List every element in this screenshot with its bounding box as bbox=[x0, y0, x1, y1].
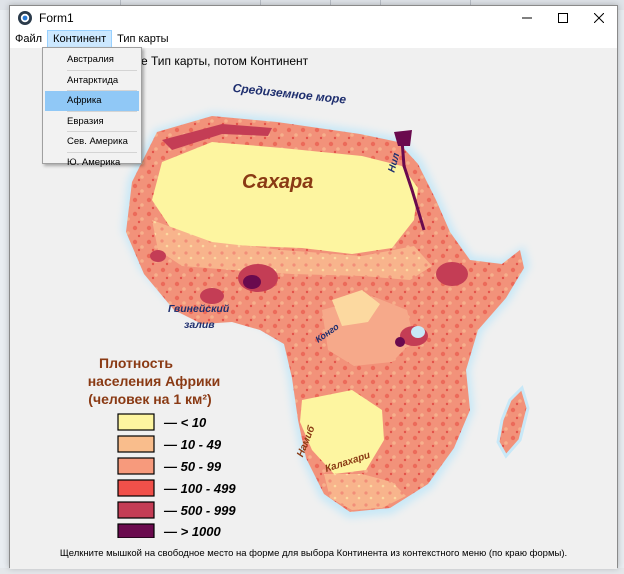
dropdown-separator bbox=[67, 151, 137, 153]
close-button[interactable] bbox=[581, 6, 617, 30]
senegal-hotspot bbox=[150, 250, 166, 262]
dropdown-separator bbox=[67, 90, 137, 91]
desktop-bottom-edge bbox=[0, 568, 624, 574]
menu-bar: Файл Континент Тип карты bbox=[10, 30, 617, 48]
window-title: Form1 bbox=[39, 11, 74, 25]
legend-label-5: — 500 - 999 bbox=[163, 503, 236, 518]
label-sahara: Сахара bbox=[242, 171, 313, 193]
ethiopia-hotspot bbox=[436, 262, 468, 286]
label-nile: Нил bbox=[387, 151, 403, 173]
nigeria-core bbox=[243, 275, 261, 289]
sahara-region bbox=[152, 142, 418, 254]
label-guinea-1: Гвинейский bbox=[168, 303, 230, 315]
title-bar[interactable]: Form1 bbox=[10, 6, 617, 30]
dropdown-item-antarctica[interactable]: Антарктида bbox=[67, 74, 119, 86]
form-client-area[interactable]: е Тип карты, потом Континент bbox=[10, 48, 617, 569]
desktop-left-edge bbox=[0, 10, 9, 574]
legend-label-4: — 100 - 499 bbox=[163, 481, 236, 496]
menu-file[interactable]: Файл bbox=[15, 33, 43, 45]
rwanda-core bbox=[395, 337, 405, 347]
namib-kalahari-region bbox=[300, 390, 384, 474]
instruction-text-top: е Тип карты, потом Континент bbox=[141, 54, 309, 68]
nile-valley bbox=[400, 139, 426, 231]
legend-swatch-2 bbox=[117, 435, 155, 453]
minimize-icon bbox=[522, 17, 532, 19]
close-icon bbox=[594, 13, 604, 23]
legend-label-1: — < 10 bbox=[163, 415, 207, 430]
lake-victoria bbox=[411, 326, 425, 338]
legend-label-2: — 10 - 49 bbox=[163, 437, 222, 452]
dropdown-separator bbox=[67, 131, 137, 132]
menu-continent[interactable]: Континент bbox=[47, 30, 113, 48]
dropdown-item-africa[interactable]: Африка bbox=[45, 91, 139, 111]
continent-dropdown-menu: Австралия Антарктида Африка Евразия Сев.… bbox=[42, 47, 142, 168]
legend-label-6: — > 1000 bbox=[163, 524, 222, 538]
legend-swatch-4 bbox=[117, 479, 155, 497]
dropdown-item-australia[interactable]: Австралия bbox=[67, 54, 114, 65]
menu-map-type[interactable]: Тип карты bbox=[117, 33, 169, 45]
legend-label-3: — 50 - 99 bbox=[163, 459, 222, 474]
congo-basin bbox=[332, 290, 380, 326]
africa-population-map: Средиземное море Нил Сахара Гвинейский з… bbox=[88, 81, 530, 538]
nile-delta bbox=[394, 130, 412, 146]
legend-swatch-5 bbox=[117, 501, 155, 519]
legend-swatch-3 bbox=[117, 457, 155, 475]
legend-title-1: Плотность bbox=[99, 355, 173, 371]
label-mediterranean: Средиземное море bbox=[232, 81, 347, 107]
maximize-button[interactable] bbox=[545, 6, 581, 30]
label-guinea-2: залив bbox=[184, 319, 215, 331]
south-africa-band bbox=[324, 474, 406, 510]
maghreb-strip bbox=[162, 124, 272, 150]
legend-title-3: (человек на 1 км²) bbox=[88, 391, 211, 407]
dropdown-item-north-america[interactable]: Сев. Америка bbox=[67, 136, 128, 147]
maximize-icon bbox=[558, 13, 568, 23]
dropdown-separator bbox=[67, 110, 137, 112]
legend-title-2: населения Африки bbox=[88, 373, 221, 389]
app-window: Form1 Файл Континент Тип карты е Тип кар… bbox=[9, 5, 618, 569]
dropdown-item-south-america[interactable]: Ю. Америка bbox=[67, 156, 121, 168]
legend-swatch-1 bbox=[117, 413, 155, 431]
app-icon bbox=[18, 11, 32, 25]
legend-items: — < 10 — 10 - 49 — 50 - 99 — 100 - 499 —… bbox=[117, 413, 236, 538]
ghana-hotspot bbox=[200, 288, 224, 304]
instruction-text-bottom: Щелкните мышкой на свободное место на фо… bbox=[59, 548, 568, 559]
minimize-button[interactable] bbox=[509, 6, 545, 30]
madagascar bbox=[496, 385, 530, 459]
dropdown-separator bbox=[67, 69, 137, 71]
dropdown-item-eurasia[interactable]: Евразия bbox=[67, 115, 104, 127]
sahel-band bbox=[152, 220, 432, 280]
legend-swatch-6 bbox=[117, 523, 155, 538]
desktop-right-edge bbox=[618, 10, 624, 574]
